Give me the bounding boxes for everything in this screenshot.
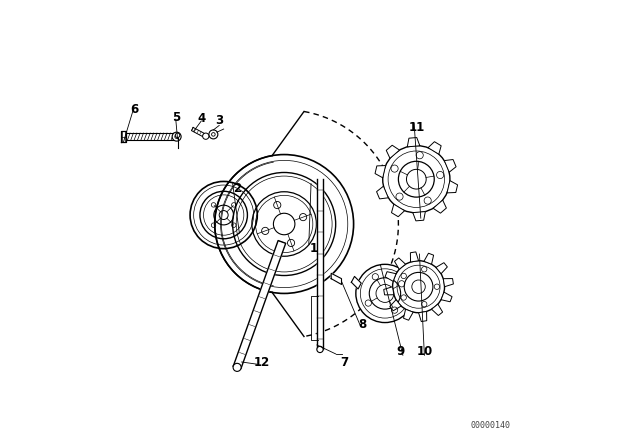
Polygon shape bbox=[444, 159, 456, 172]
Polygon shape bbox=[392, 204, 404, 217]
Polygon shape bbox=[375, 165, 386, 178]
Text: 12: 12 bbox=[253, 356, 270, 370]
Circle shape bbox=[383, 146, 450, 213]
Circle shape bbox=[356, 264, 414, 323]
Polygon shape bbox=[317, 179, 323, 349]
Circle shape bbox=[209, 130, 218, 139]
Polygon shape bbox=[121, 131, 127, 142]
Text: 9: 9 bbox=[397, 345, 404, 358]
Polygon shape bbox=[428, 142, 441, 154]
Polygon shape bbox=[376, 186, 388, 199]
Polygon shape bbox=[431, 304, 443, 315]
Polygon shape bbox=[191, 127, 207, 138]
Text: 7: 7 bbox=[340, 356, 349, 370]
Polygon shape bbox=[332, 273, 342, 284]
Polygon shape bbox=[419, 311, 427, 322]
Polygon shape bbox=[424, 253, 434, 264]
Polygon shape bbox=[413, 211, 426, 221]
Circle shape bbox=[317, 346, 323, 353]
Polygon shape bbox=[410, 252, 419, 262]
Polygon shape bbox=[390, 300, 401, 311]
Circle shape bbox=[233, 363, 241, 371]
Polygon shape bbox=[433, 200, 446, 213]
Text: 00000140: 00000140 bbox=[470, 421, 510, 430]
Polygon shape bbox=[436, 263, 447, 274]
Text: 10: 10 bbox=[417, 345, 433, 358]
Polygon shape bbox=[351, 276, 361, 289]
Polygon shape bbox=[403, 309, 413, 320]
Circle shape bbox=[392, 261, 445, 313]
Polygon shape bbox=[384, 287, 394, 295]
Polygon shape bbox=[441, 292, 452, 302]
Circle shape bbox=[175, 133, 180, 138]
Polygon shape bbox=[385, 271, 396, 281]
Text: 11: 11 bbox=[408, 121, 424, 134]
Circle shape bbox=[172, 132, 181, 141]
Text: 3: 3 bbox=[215, 114, 223, 128]
Polygon shape bbox=[127, 133, 174, 140]
Text: 8: 8 bbox=[358, 318, 367, 332]
Text: 6: 6 bbox=[130, 103, 138, 116]
Circle shape bbox=[203, 133, 209, 139]
Polygon shape bbox=[394, 258, 406, 269]
Polygon shape bbox=[387, 145, 399, 158]
Polygon shape bbox=[234, 241, 285, 369]
Text: 5: 5 bbox=[172, 111, 180, 124]
Polygon shape bbox=[407, 138, 420, 147]
Text: 1: 1 bbox=[309, 242, 317, 255]
Polygon shape bbox=[444, 279, 453, 287]
Text: 2: 2 bbox=[233, 181, 241, 195]
Polygon shape bbox=[447, 181, 458, 193]
Text: 4: 4 bbox=[197, 112, 205, 125]
